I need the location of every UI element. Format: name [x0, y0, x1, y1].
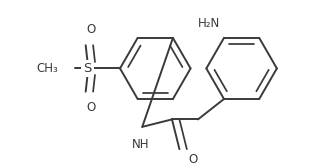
Text: CH₃: CH₃	[36, 62, 58, 75]
Text: O: O	[86, 101, 96, 114]
Text: S: S	[83, 62, 92, 75]
Text: O: O	[189, 153, 198, 166]
Text: H₂N: H₂N	[198, 18, 220, 31]
Text: NH: NH	[132, 138, 149, 151]
Text: O: O	[86, 23, 96, 36]
